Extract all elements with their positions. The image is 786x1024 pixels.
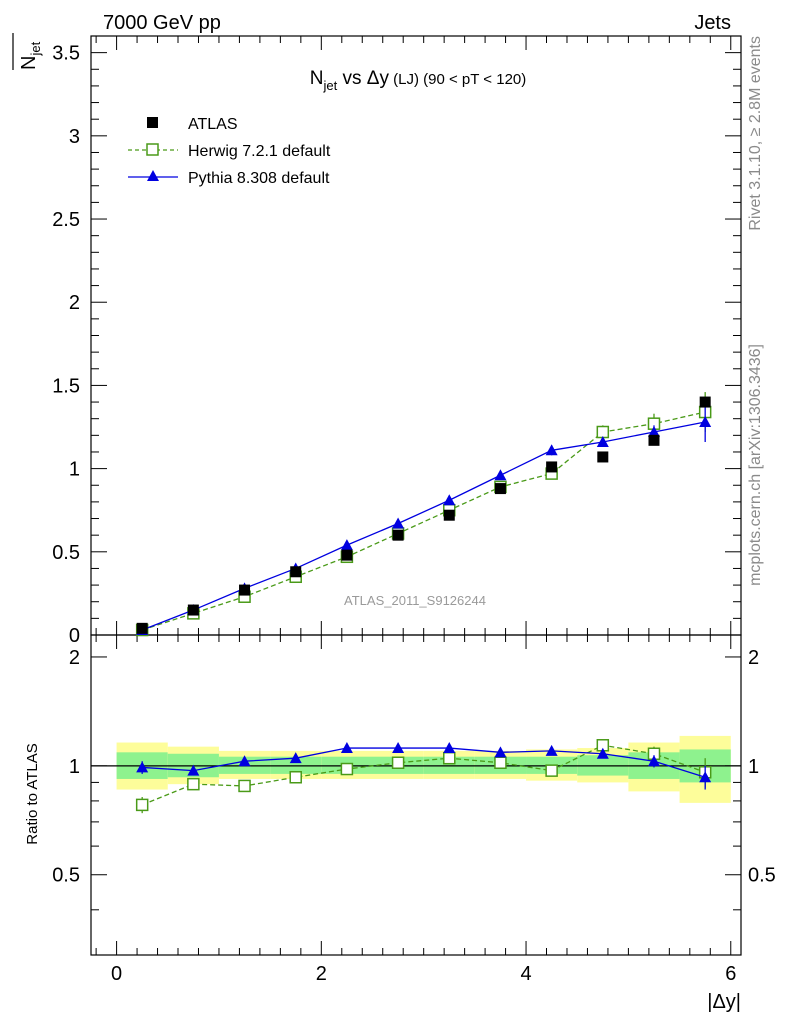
legend-marker-herwig — [146, 143, 159, 156]
atlas-main-point — [341, 549, 353, 561]
pythia-main-point — [596, 435, 609, 447]
pythia-ratio-point — [289, 752, 302, 764]
pythia-main-line — [141, 421, 706, 631]
legend-label-pythia: Pythia 8.308 default — [188, 170, 330, 187]
y-tick-label: 1 — [69, 459, 80, 481]
y-tick-label: 2.5 — [52, 209, 80, 231]
herwig-ratio-point — [289, 771, 302, 784]
atlas-main-point — [648, 434, 660, 446]
y-tick-label: 0.5 — [52, 542, 80, 564]
analysis-label: ATLAS_2011_S9126244 — [344, 593, 486, 608]
mcplots-label: mcplots.cern.ch [arXiv:1306.3436] — [747, 344, 764, 586]
pythia-main-point — [545, 444, 558, 456]
pythia-main-point — [443, 494, 456, 506]
legend-label-atlas: ATLAS — [188, 116, 238, 133]
chart-title-range: (90 < pT < 120) — [419, 71, 526, 88]
herwig-ratio-point — [135, 798, 149, 812]
ratio-axis-label: Ratio to ATLAS — [24, 743, 41, 844]
main-panel-series — [135, 392, 712, 637]
atlas-main-point — [392, 529, 404, 541]
atlas-main-point — [239, 584, 251, 596]
x-tick-label: 6 — [725, 963, 736, 985]
atlas-main-point — [443, 509, 455, 521]
pythia-ratio-line — [142, 747, 706, 778]
x-tick-label: 4 — [520, 963, 531, 985]
ratio-tick-label: 0.5 — [52, 865, 80, 887]
ratio-panel-axes: 0 2 4 6 0.5 0.5 1 1 2 2 — [52, 634, 776, 985]
herwig-ratio-line — [141, 744, 706, 806]
legend-label-herwig: Herwig 7.2.1 default — [188, 143, 331, 160]
pythia-ratio-point — [187, 764, 200, 776]
ratio-tick-label: 2 — [69, 647, 80, 669]
ratio-tick-label-right: 0.5 — [748, 865, 776, 887]
ratio-panel-series — [135, 739, 712, 814]
y-axis-label: Njet — [12, 33, 43, 70]
herwig-ratio-point — [391, 756, 405, 769]
energy-label: 7000 GeV pp — [103, 12, 221, 34]
pythia-ratio-point — [340, 742, 353, 754]
atlas-main-point — [699, 396, 711, 408]
pythia-main-point — [340, 539, 353, 551]
legend: ATLAS Herwig 7.2.1 default Pythia 8.308 … — [128, 116, 331, 187]
pythia-main-point — [699, 416, 712, 428]
pythia-ratio-point — [545, 744, 558, 756]
ratio-panel-frame — [90, 634, 742, 956]
x-tick-label: 2 — [316, 963, 327, 985]
pythia-ratio-point — [238, 755, 251, 767]
herwig-ratio-point — [187, 777, 200, 791]
ratio-tick-label-right: 2 — [748, 647, 759, 669]
y-tick-label: 2 — [69, 292, 80, 314]
pythia-ratio-point — [494, 746, 507, 758]
y-tick-label: 3 — [69, 126, 80, 148]
herwig-ratio-point — [545, 764, 558, 777]
x-tick-label: 0 — [111, 963, 122, 985]
chart-title-main: N — [310, 68, 324, 89]
herwig-ratio-point — [340, 762, 354, 776]
pythia-main-point — [494, 469, 507, 481]
rivet-version-label: Rivet 3.1.10, ≥ 2.8M events — [747, 36, 764, 231]
svg-text:Njet: Njet — [18, 41, 43, 70]
ratio-tick-label-right: 1 — [748, 756, 759, 778]
herwig-ratio-point — [238, 779, 251, 793]
legend-marker-atlas — [147, 117, 158, 128]
pythia-ratio-point — [443, 742, 456, 754]
pythia-ratio-point — [392, 742, 405, 754]
atlas-main-point — [494, 483, 506, 495]
x-axis-label: |Δy| — [707, 991, 741, 1013]
y-axis-label-sub: jet — [28, 41, 43, 56]
herwig-ratio-point — [494, 756, 507, 769]
pythia-main-point — [392, 517, 405, 529]
chart-title-small: (LJ) — [389, 71, 419, 88]
ratio-panel-bands — [116, 735, 731, 803]
pythia-ratio-point — [647, 755, 660, 767]
y-tick-label: 1.5 — [52, 375, 80, 397]
atlas-main-point — [136, 622, 148, 634]
atlas-main-point — [290, 566, 302, 578]
pythia-ratio-point — [699, 771, 712, 783]
herwig-main-line — [141, 411, 706, 631]
y-tick-label: 0 — [69, 625, 80, 647]
pythia-ratio-point — [136, 761, 149, 773]
herwig-ratio-point — [443, 751, 456, 765]
herwig-main-point — [596, 425, 610, 439]
legend-marker-pythia — [147, 170, 159, 181]
atlas-main-point — [187, 604, 199, 616]
atlas-main-point — [597, 451, 609, 463]
chart-title-rest: vs Δy — [337, 68, 389, 89]
pythia-main-point — [647, 426, 660, 438]
ratio-tick-label: 1 — [69, 756, 80, 778]
process-label: Jets — [694, 12, 731, 34]
chart-title: Njet vs Δy (LJ) (90 < pT < 120) — [310, 68, 527, 93]
y-tick-label: 3.5 — [52, 43, 80, 65]
y-axis-label-main: N — [18, 56, 40, 70]
pythia-ratio-point — [596, 747, 609, 759]
chart-title-sub: jet — [322, 78, 337, 93]
atlas-main-point — [546, 461, 558, 473]
